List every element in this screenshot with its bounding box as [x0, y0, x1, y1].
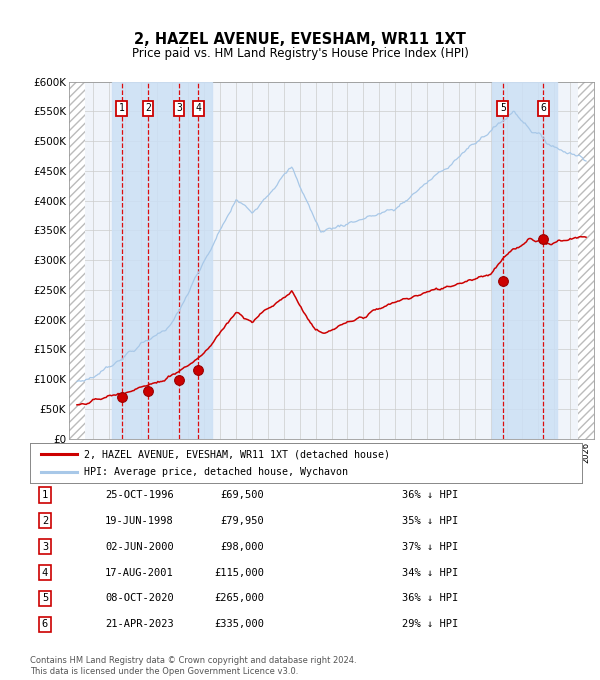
- Text: Price paid vs. HM Land Registry's House Price Index (HPI): Price paid vs. HM Land Registry's House …: [131, 46, 469, 60]
- Text: £115,000: £115,000: [214, 568, 264, 577]
- Text: 25-OCT-1996: 25-OCT-1996: [105, 490, 174, 500]
- Text: 4: 4: [196, 103, 201, 114]
- Text: 2, HAZEL AVENUE, EVESHAM, WR11 1XT: 2, HAZEL AVENUE, EVESHAM, WR11 1XT: [134, 32, 466, 47]
- Bar: [578, 82, 594, 439]
- Text: 36% ↓ HPI: 36% ↓ HPI: [402, 594, 458, 603]
- Text: 02-JUN-2000: 02-JUN-2000: [105, 542, 174, 551]
- Text: 21-APR-2023: 21-APR-2023: [105, 619, 174, 629]
- Text: Contains HM Land Registry data © Crown copyright and database right 2024.: Contains HM Land Registry data © Crown c…: [30, 656, 356, 666]
- Text: 1: 1: [42, 490, 48, 500]
- Text: 6: 6: [42, 619, 48, 629]
- Text: 2, HAZEL AVENUE, EVESHAM, WR11 1XT (detached house): 2, HAZEL AVENUE, EVESHAM, WR11 1XT (deta…: [83, 449, 389, 459]
- Text: £69,500: £69,500: [220, 490, 264, 500]
- Text: 3: 3: [42, 542, 48, 551]
- Text: 6: 6: [541, 103, 546, 114]
- Bar: [578, 82, 594, 439]
- Bar: [492, 82, 557, 439]
- Text: This data is licensed under the Open Government Licence v3.0.: This data is licensed under the Open Gov…: [30, 666, 298, 676]
- Text: 19-JUN-1998: 19-JUN-1998: [105, 516, 174, 526]
- Text: £79,950: £79,950: [220, 516, 264, 526]
- Bar: [69, 82, 85, 439]
- Text: £98,000: £98,000: [220, 542, 264, 551]
- Text: 08-OCT-2020: 08-OCT-2020: [105, 594, 174, 603]
- Bar: [69, 82, 85, 439]
- Text: £265,000: £265,000: [214, 594, 264, 603]
- Text: 35% ↓ HPI: 35% ↓ HPI: [402, 516, 458, 526]
- Text: £335,000: £335,000: [214, 619, 264, 629]
- Text: 2: 2: [42, 516, 48, 526]
- Text: HPI: Average price, detached house, Wychavon: HPI: Average price, detached house, Wych…: [83, 467, 347, 477]
- Text: 17-AUG-2001: 17-AUG-2001: [105, 568, 174, 577]
- Text: 4: 4: [42, 568, 48, 577]
- Text: 36% ↓ HPI: 36% ↓ HPI: [402, 490, 458, 500]
- Text: 2: 2: [145, 103, 151, 114]
- Text: 5: 5: [42, 594, 48, 603]
- Bar: [112, 82, 212, 439]
- Text: 29% ↓ HPI: 29% ↓ HPI: [402, 619, 458, 629]
- Text: 5: 5: [500, 103, 506, 114]
- Text: 1: 1: [119, 103, 125, 114]
- Text: 34% ↓ HPI: 34% ↓ HPI: [402, 568, 458, 577]
- Text: 37% ↓ HPI: 37% ↓ HPI: [402, 542, 458, 551]
- Text: 3: 3: [176, 103, 182, 114]
